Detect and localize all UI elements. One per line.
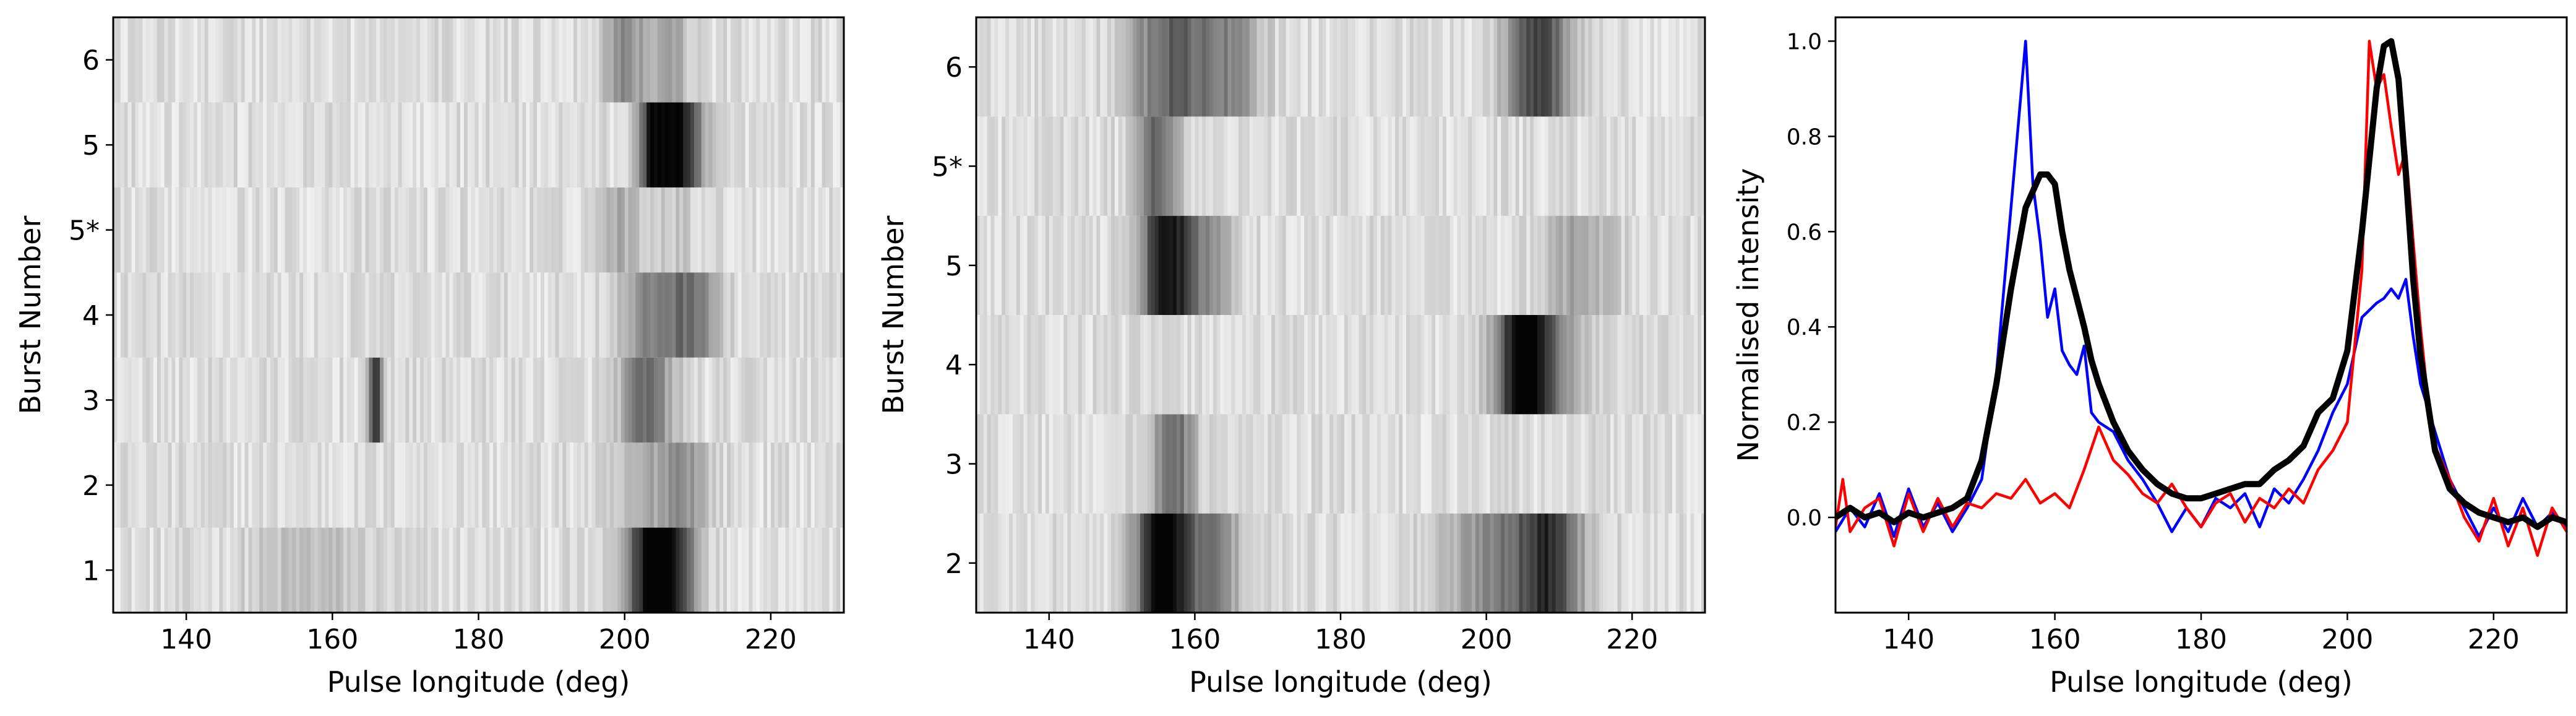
y-axis-label: Burst Number xyxy=(14,215,47,414)
y-tick-label: 6 xyxy=(82,45,100,77)
x-tick-label: 200 xyxy=(1461,624,1513,655)
series-line-1 xyxy=(1835,40,2567,557)
y-tick-label: 5 xyxy=(82,130,100,162)
x-axis-label: Pulse longitude (deg) xyxy=(1189,665,1492,699)
y-tick-label: 2 xyxy=(945,548,963,580)
x-tick-label: 140 xyxy=(1883,624,1934,655)
x-tick-label: 160 xyxy=(306,624,358,655)
x-tick-label: 140 xyxy=(160,624,212,655)
y-tick-label: 1.0 xyxy=(1787,29,1822,54)
intensity-profile-panel: 0.0 0.2 0.4 0.6 0.8 1.0 140 160 180 200 220 Pulse l… xyxy=(1732,16,2568,699)
x-axis-label: Pulse longitude (deg) xyxy=(327,665,630,699)
x-tick-label: 180 xyxy=(453,624,505,655)
x-tick-label: 140 xyxy=(1023,624,1075,655)
y-tick-label: 0.2 xyxy=(1787,410,1822,436)
x-tick-label: 200 xyxy=(2321,624,2373,655)
y-tick-label: 4 xyxy=(945,350,963,381)
series-line-0 xyxy=(1835,40,2567,538)
heatmap-row xyxy=(113,357,844,443)
y-tick-label: 1 xyxy=(82,555,100,587)
heatmap-row xyxy=(976,17,1706,117)
x-axis-label: Pulse longitude (deg) xyxy=(2050,665,2353,699)
x-tick-label: 180 xyxy=(2175,624,2227,655)
y-axis-label: Normalised intensity xyxy=(1732,168,1765,462)
y-tick-label: 6 xyxy=(945,52,963,84)
x-tick-label: 220 xyxy=(1606,624,1658,655)
heatmap-middle-panel: 2 3 4 5 5* 6 140 160 180 200 220 Pulse longitude (d… xyxy=(877,16,1706,699)
heatmap-row xyxy=(113,442,844,528)
heatmap-cells xyxy=(976,17,1706,613)
y-tick-label: 5 xyxy=(945,251,963,282)
heatmap-cells xyxy=(113,17,844,613)
heatmap-row xyxy=(976,116,1706,216)
y-tick-label: 0.0 xyxy=(1787,506,1822,531)
y-tick-label: 0.4 xyxy=(1787,315,1822,340)
heatmap-row xyxy=(976,315,1706,415)
x-tick-label: 220 xyxy=(2468,624,2520,655)
x-tick-label: 200 xyxy=(599,624,651,655)
y-tick-label: 3 xyxy=(945,449,963,481)
series-line-2 xyxy=(1835,38,2567,530)
y-tick-label: 4 xyxy=(82,300,100,332)
heatmap-left-panel: 1 2 3 4 5* 5 6 140 160 180 200 220 Pulse longitude (… xyxy=(14,16,845,699)
heatmap-row xyxy=(976,215,1706,315)
y-tick-label: 5* xyxy=(69,215,100,247)
heatmap-row xyxy=(113,272,844,358)
y-tick-label: 3 xyxy=(82,385,100,416)
heatmap-row xyxy=(113,102,844,188)
y-axis-label: Burst Number xyxy=(877,215,910,414)
y-tick-label: 0.6 xyxy=(1787,220,1822,245)
y-tick-label: 0.8 xyxy=(1787,124,1822,150)
x-tick-label: 180 xyxy=(1315,624,1367,655)
y-tick-label: 5* xyxy=(932,152,963,183)
heatmap-row xyxy=(976,414,1706,514)
heatmap-row xyxy=(113,17,844,103)
heatmap-row xyxy=(113,527,844,613)
axes-frame xyxy=(1834,16,2568,614)
heatmap-row xyxy=(113,187,844,273)
x-tick-label: 220 xyxy=(745,624,797,655)
x-tick-label: 160 xyxy=(2029,624,2081,655)
heatmap-row xyxy=(976,513,1706,613)
x-tick-label: 160 xyxy=(1169,624,1221,655)
y-tick-label: 2 xyxy=(82,470,100,502)
